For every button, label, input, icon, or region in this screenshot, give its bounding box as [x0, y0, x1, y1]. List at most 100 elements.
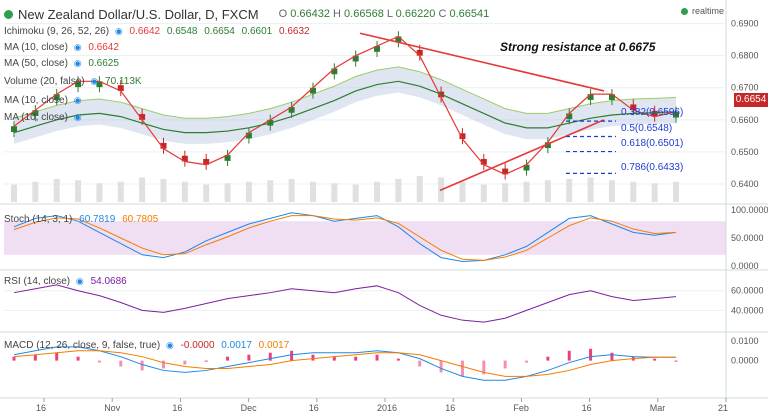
symbol-status-dot	[4, 9, 13, 19]
indicator-volume[interactable]: Volume (20, false) ◉ 70.113K	[4, 76, 142, 87]
macd-signal-value: 0.0017	[221, 340, 252, 351]
eye-icon[interactable]: ◉	[73, 58, 82, 68]
volume-bar	[374, 181, 381, 202]
eye-icon[interactable]: ◉	[73, 42, 82, 52]
volume-bar	[181, 181, 188, 202]
realtime-dot	[680, 7, 688, 15]
volume-bar	[673, 181, 679, 202]
candle-body	[523, 164, 530, 171]
macd-histogram-bar	[674, 360, 678, 362]
volume-bar	[331, 183, 338, 202]
resistance-annotation: Strong resistance at 0.6675	[500, 40, 656, 54]
candle-body	[224, 155, 231, 161]
macd-histogram-bar	[140, 360, 144, 371]
macd-histogram-bar	[332, 356, 336, 361]
macd-histogram-bar	[161, 360, 165, 369]
x-tick-label: 16	[172, 403, 182, 413]
chart-header: New Zealand Dollar/U.S. Dollar, D, FXCM …	[4, 4, 489, 24]
candle-body	[288, 106, 295, 113]
resistance-trendline	[359, 32, 605, 92]
volume-bar	[117, 181, 124, 202]
volume-bar	[502, 183, 509, 202]
volume-bar	[544, 180, 551, 202]
candle-body	[96, 81, 103, 88]
candle-body	[630, 104, 637, 111]
indicator-volume-label: Volume (20, false)	[4, 76, 85, 87]
ma10-value: 0.6642	[88, 42, 119, 53]
rsi-line	[13, 284, 677, 323]
macd-histogram-bar	[97, 360, 101, 363]
eye-icon[interactable]: ◉	[73, 95, 82, 105]
macd-histogram-bar	[482, 360, 486, 375]
volume-bar	[416, 176, 423, 202]
volume-bar	[224, 183, 231, 202]
stoch-d-line	[13, 215, 677, 261]
stoch-tick-label: 100.0000	[731, 205, 768, 215]
volume-bar	[608, 180, 615, 202]
candle-body	[459, 133, 466, 140]
macd-histogram-bar	[418, 360, 422, 367]
volume-bar	[96, 183, 103, 202]
macd-histogram-bar	[183, 360, 187, 365]
price-tick-label: 0.6700	[731, 83, 759, 93]
macd-signal-line	[13, 350, 676, 377]
ma50-value: 0.6625	[88, 58, 119, 69]
x-tick-label: 16	[36, 403, 46, 413]
ma50-line	[13, 80, 677, 134]
x-tick-label: 2016	[377, 403, 397, 413]
eye-icon[interactable]: ◉	[165, 340, 174, 350]
indicator-ma-extra-1[interactable]: MA (10, close) ◉	[4, 95, 82, 106]
stoch-d-value: 60.7805	[122, 214, 159, 225]
fib-level-500: 0.5(0.6548)	[621, 123, 673, 134]
candle-body	[160, 142, 167, 149]
macd-legend[interactable]: MACD (12, 26, close, 9, false, true) ◉ -…	[4, 340, 289, 351]
volume-bar	[288, 178, 295, 202]
macd-histogram-bar	[653, 358, 657, 361]
ma10-line	[13, 35, 677, 176]
symbol-title[interactable]: New Zealand Dollar/U.S. Dollar, D, FXCM	[18, 6, 259, 22]
candle-body	[651, 110, 658, 117]
macd-histogram-bar	[439, 360, 443, 373]
x-tick-label: 16	[309, 403, 319, 413]
indicator-ma-50[interactable]: MA (50, close) ◉ 0.6625	[4, 58, 119, 69]
stoch-band	[4, 221, 726, 255]
ohlc-low-label: L	[386, 8, 393, 20]
volume-bar	[352, 184, 359, 202]
ichimoku-value-3: 0.6654	[204, 26, 235, 37]
volume-bar	[480, 184, 487, 202]
macd-histogram-bar	[375, 354, 379, 361]
realtime-label: realtime	[691, 6, 724, 16]
candle-body	[480, 158, 487, 165]
x-tick-label: Feb	[513, 403, 529, 413]
macd-line	[13, 346, 676, 381]
volume-bar	[630, 181, 637, 202]
macd-histogram-bar	[268, 352, 272, 361]
macd-tick-label: 0.0000	[731, 356, 759, 366]
macd-histogram-bar	[525, 360, 529, 363]
indicator-ma-10[interactable]: MA (10, close) ◉ 0.6642	[4, 42, 119, 53]
price-tick-label: 0.6600	[731, 115, 759, 125]
ichimoku-value-1: 0.6642	[129, 26, 161, 37]
eye-icon[interactable]: ◉	[75, 276, 84, 286]
stoch-legend[interactable]: Stoch (14, 3, 1) 60.7819 60.7805	[4, 214, 158, 225]
candle-body	[53, 94, 60, 100]
last-price-tag: 0.6654	[734, 93, 768, 107]
eye-icon[interactable]: ◉	[114, 26, 123, 36]
fib-level-618: 0.618(0.6501)	[621, 138, 684, 149]
eye-icon[interactable]: ◉	[73, 112, 82, 122]
ohlc-open-value: 0.66432	[290, 8, 330, 20]
macd-histogram-bar	[119, 360, 123, 367]
macd-histogram-bar	[354, 356, 358, 361]
macd-value: -0.0000	[180, 340, 215, 351]
candle-body	[245, 132, 252, 139]
indicator-ichimoku[interactable]: Ichimoku (9, 26, 52, 26) ◉ 0.6642 0.6548…	[4, 26, 310, 37]
indicator-ma-extra-2[interactable]: MA (10, close) ◉	[4, 112, 82, 123]
volume-bar	[160, 178, 167, 202]
candle-body	[203, 158, 210, 165]
volume-bar	[245, 181, 252, 202]
volume-bar	[139, 177, 146, 202]
ichimoku-value-2: 0.6548	[166, 26, 198, 37]
eye-icon[interactable]: ◉	[90, 76, 99, 86]
candle-body	[309, 87, 316, 94]
rsi-legend[interactable]: RSI (14, close) ◉ 54.0686	[4, 276, 127, 287]
